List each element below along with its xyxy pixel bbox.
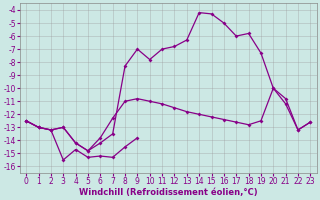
X-axis label: Windchill (Refroidissement éolien,°C): Windchill (Refroidissement éolien,°C): [79, 188, 258, 197]
